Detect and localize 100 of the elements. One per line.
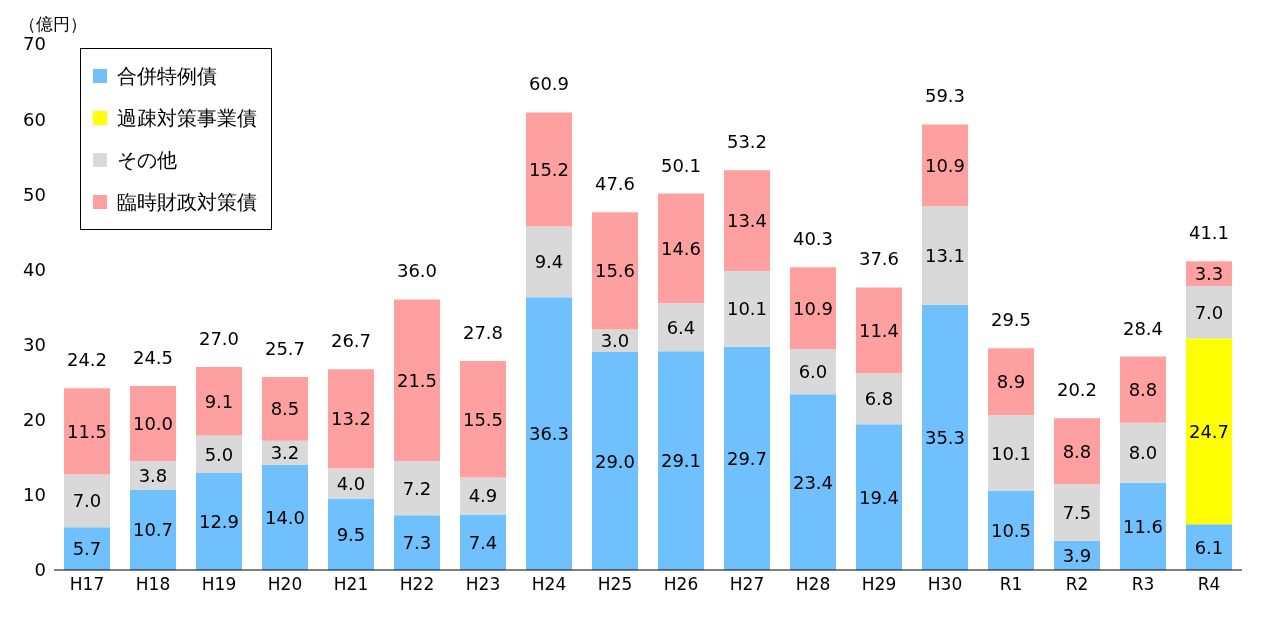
bar [196,367,242,436]
total-label: 37.6 [858,248,900,270]
x-tick-label: H29 [861,574,897,595]
bar [262,464,308,570]
data-label: 4.0 [336,473,366,495]
bar [1120,356,1166,423]
total-label: 24.2 [66,349,108,371]
bar [1054,418,1100,485]
data-label: 11.5 [66,420,108,442]
data-label: 3.2 [270,442,300,464]
data-label: 10.1 [990,442,1032,464]
bar [64,527,110,570]
data-label: 14.0 [264,506,306,528]
bar [526,112,572,227]
data-label: 10.9 [792,297,834,319]
data-label: 24.7 [1188,420,1230,442]
y-tick-label: 10 [23,484,46,506]
data-label: 7.2 [402,477,432,499]
x-tick-label: H17 [69,574,105,595]
total-label: 27.8 [462,322,504,344]
bar [658,193,704,304]
bar [196,435,242,474]
bar [724,346,770,570]
data-label: 15.2 [528,158,570,180]
y-tick-label: 30 [23,333,46,355]
x-tick-label: H30 [927,574,963,595]
data-label: 8.0 [1128,442,1158,464]
y-tick-label: 50 [23,183,46,205]
data-label: 23.4 [792,471,834,493]
x-tick-label: H18 [135,574,171,595]
data-label: 8.8 [1062,440,1092,462]
bar [856,287,902,374]
total-label: 29.5 [990,309,1032,331]
total-label: 40.3 [792,228,834,250]
bar [922,304,968,570]
bar [526,297,572,570]
bar [196,473,242,570]
bar [1186,285,1232,339]
data-label: 10.9 [924,154,966,176]
bar [658,303,704,352]
bar [592,352,638,570]
total-label: 27.0 [198,328,240,350]
data-label: 6.8 [864,388,894,410]
bar [328,369,374,469]
bar [856,424,902,570]
bar [1054,484,1100,541]
x-tick-label: R4 [1197,574,1221,595]
data-label: 13.4 [726,210,768,232]
bar [64,388,110,475]
data-label: 7.4 [468,531,498,553]
y-tick-label: 70 [23,33,46,55]
data-label: 11.4 [858,319,900,341]
data-label: 9.4 [534,251,564,273]
bar [394,461,440,516]
bar [526,226,572,298]
legend-label: 過疎対策事業債 [117,104,257,132]
data-label: 6.1 [1194,536,1224,558]
data-label: 6.4 [666,316,696,338]
total-label: 26.7 [330,330,372,352]
data-label: 10.1 [726,298,768,320]
total-label: 59.3 [924,85,966,107]
data-label: 14.6 [660,237,702,259]
x-tick-label: H26 [663,574,699,595]
y-tick-label: 40 [23,258,46,280]
total-label: 20.2 [1056,379,1098,401]
data-label: 19.4 [858,486,900,508]
data-label: 21.5 [396,369,438,391]
data-label: 9.5 [336,523,366,545]
x-tick-label: R3 [1131,574,1155,595]
data-label: 9.1 [204,390,234,412]
total-label: 50.1 [660,154,702,176]
bar [988,348,1034,416]
total-label: 24.5 [132,346,174,368]
data-label: 6.0 [798,361,828,383]
data-label: 5.7 [72,538,102,560]
data-label: 8.8 [1128,379,1158,401]
bar [658,351,704,570]
bar [1120,422,1166,483]
legend-label: 臨時財政対策債 [117,188,257,216]
total-label: 60.9 [528,73,570,95]
data-label: 15.5 [462,408,504,430]
total-label: 53.2 [726,131,768,153]
data-label: 10.7 [132,519,174,541]
data-label: 35.3 [924,426,966,448]
bar [922,206,968,305]
data-label: 12.9 [198,511,240,533]
bar [724,170,770,271]
legend-label: 合併特例債 [117,62,217,90]
bar [460,361,506,478]
data-label: 7.0 [72,490,102,512]
data-label: 4.9 [468,485,498,507]
x-tick-label: H28 [795,574,831,595]
x-tick-label: H19 [201,574,237,595]
total-label: 25.7 [264,337,306,359]
data-label: 10.0 [132,412,174,434]
data-label: 3.0 [600,330,630,352]
bar [988,415,1034,492]
bar [856,373,902,425]
data-label: 7.3 [402,532,432,554]
bar [790,267,836,350]
